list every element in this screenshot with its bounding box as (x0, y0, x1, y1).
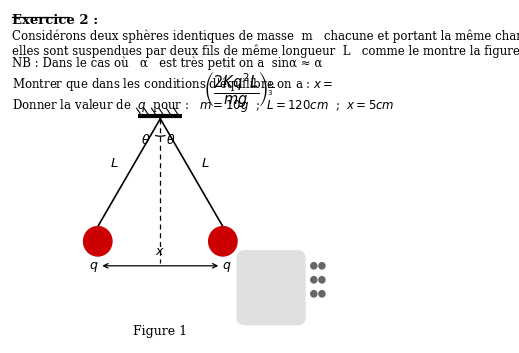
Circle shape (319, 263, 325, 269)
Text: $x$: $x$ (155, 245, 165, 258)
Circle shape (311, 263, 317, 269)
Text: Figure 1: Figure 1 (133, 325, 187, 338)
Circle shape (209, 227, 237, 256)
Text: $L$: $L$ (201, 157, 210, 170)
Text: Exercice 2 :: Exercice 2 : (11, 14, 98, 26)
Text: Montrer que dans les conditions d'équilibre on a : $x=$: Montrer que dans les conditions d'équili… (11, 75, 333, 93)
Text: $\theta$: $\theta$ (141, 133, 151, 147)
Text: $\left(\dfrac{2Kq^2L}{mg}\right)^{\!\frac{1}{3}}$: $\left(\dfrac{2Kq^2L}{mg}\right)^{\!\fra… (202, 70, 274, 109)
Text: Considérons deux sphères identiques de masse  m   chacune et portant la même cha: Considérons deux sphères identiques de m… (11, 29, 519, 43)
Circle shape (319, 291, 325, 297)
Circle shape (311, 277, 317, 283)
Circle shape (311, 291, 317, 297)
FancyBboxPatch shape (236, 250, 306, 325)
Circle shape (84, 227, 112, 256)
Circle shape (319, 277, 325, 283)
Text: Donner la valeur de  $q$  pour :   $m=10g$  ;  $L=120cm$  ;  $x=5cm$: Donner la valeur de $q$ pour : $m=10g$ ;… (11, 97, 394, 114)
Text: 3/5: 3/5 (254, 278, 288, 297)
Text: NB : Dans le cas où   α   est très petit on a  sinα ≈ α: NB : Dans le cas où α est très petit on … (11, 56, 322, 70)
Text: $q$: $q$ (89, 260, 99, 274)
Text: elles sont suspendues par deux fils de même longueur  L   comme le montre la fig: elles sont suspendues par deux fils de m… (11, 44, 519, 58)
Text: $L$: $L$ (110, 157, 118, 170)
Text: $\theta$: $\theta$ (166, 133, 175, 147)
Text: $q$: $q$ (222, 260, 231, 274)
